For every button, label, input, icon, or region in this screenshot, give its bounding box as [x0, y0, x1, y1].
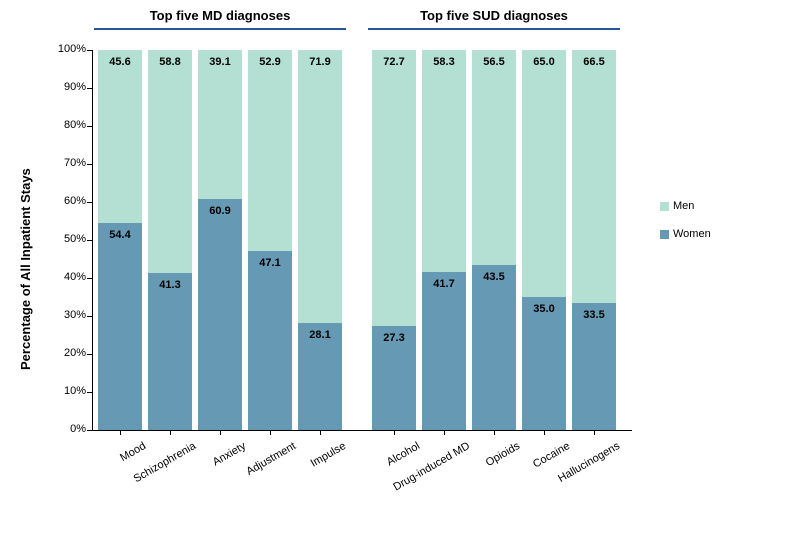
bar-segment-men: 56.5 — [472, 50, 516, 265]
bar-schizophrenia: 58.8 41.3 — [148, 50, 192, 430]
y-tick-label: 50% — [52, 233, 86, 245]
bar-value-men: 72.7 — [372, 56, 416, 68]
bar-segment-men: 65.0 — [522, 50, 566, 297]
bar-value-women: 43.5 — [472, 271, 516, 283]
bar-segment-men: 58.3 — [422, 50, 466, 272]
legend: Men Women — [660, 200, 711, 256]
y-tick-label: 90% — [52, 81, 86, 93]
bar-segment-women: 27.3 — [372, 326, 416, 430]
x-tick-mark — [544, 430, 545, 435]
bar-segment-women: 33.5 — [572, 303, 616, 430]
bar-value-women: 54.4 — [98, 229, 142, 241]
legend-label: Women — [673, 228, 711, 240]
group-title: Top five SUD diagnoses — [372, 8, 616, 23]
legend-swatch — [660, 202, 669, 211]
x-axis-line — [92, 430, 632, 431]
y-tick-label: 0% — [52, 423, 86, 435]
legend-item-men: Men — [660, 200, 711, 212]
x-tick-mark — [170, 430, 171, 435]
y-tick-label: 60% — [52, 195, 86, 207]
bar-value-men: 58.8 — [148, 56, 192, 68]
bar-value-women: 41.3 — [148, 279, 192, 291]
x-tick-mark — [394, 430, 395, 435]
group-rule — [368, 28, 620, 30]
bar-value-women: 60.9 — [198, 205, 242, 217]
bar-impulse: 71.9 28.1 — [298, 50, 342, 430]
bar-segment-men: 45.6 — [98, 50, 142, 223]
bar-segment-men: 66.5 — [572, 50, 616, 303]
y-tick-label: 40% — [52, 271, 86, 283]
bar-mood: 45.6 54.4 — [98, 50, 142, 430]
y-tick-label: 20% — [52, 347, 86, 359]
bar-value-women: 33.5 — [572, 309, 616, 321]
bar-alcohol: 72.7 27.3 — [372, 50, 416, 430]
plot-area: 45.6 54.4 58.8 41.3 39.1 60.9 52.9 47.1 71.9 28.1… — [92, 50, 632, 430]
stacked-bar-chart: Top five MD diagnoses Top five SUD diagno… — [0, 0, 791, 558]
bar-segment-women: 41.3 — [148, 273, 192, 430]
bar-segment-women: 35.0 — [522, 297, 566, 430]
y-tick-label: 80% — [52, 119, 86, 131]
bar-segment-women: 43.5 — [472, 265, 516, 430]
y-axis-line — [92, 50, 93, 430]
bar-value-men: 52.9 — [248, 56, 292, 68]
x-tick-mark — [444, 430, 445, 435]
x-tick-mark — [320, 430, 321, 435]
bar-value-men: 45.6 — [98, 56, 142, 68]
bar-segment-women: 28.1 — [298, 323, 342, 430]
bar-segment-women: 41.7 — [422, 272, 466, 430]
x-tick-mark — [594, 430, 595, 435]
bar-value-men: 66.5 — [572, 56, 616, 68]
legend-swatch — [660, 230, 669, 239]
bar-segment-men: 58.8 — [148, 50, 192, 273]
bar-value-women: 35.0 — [522, 303, 566, 315]
x-tick-mark — [220, 430, 221, 435]
y-tick-label: 70% — [52, 157, 86, 169]
x-tick-mark — [120, 430, 121, 435]
bar-segment-men: 39.1 — [198, 50, 242, 199]
bar-value-men: 56.5 — [472, 56, 516, 68]
bar-segment-women: 54.4 — [98, 223, 142, 430]
bar-segment-men: 72.7 — [372, 50, 416, 326]
bar-segment-men: 71.9 — [298, 50, 342, 323]
y-tick-label: 100% — [52, 43, 86, 55]
bar-value-women: 28.1 — [298, 329, 342, 341]
group-title: Top five MD diagnoses — [98, 8, 342, 23]
legend-item-women: Women — [660, 228, 711, 240]
bar-value-women: 27.3 — [372, 332, 416, 344]
bar-drug-induced-md: 58.3 41.7 — [422, 50, 466, 430]
bar-opioids: 56.5 43.5 — [472, 50, 516, 430]
bar-hallucinogens: 66.5 33.5 — [572, 50, 616, 430]
bar-segment-men: 52.9 — [248, 50, 292, 251]
y-axis-label: Percentage of All Inpatient Stays — [18, 168, 33, 370]
legend-label: Men — [673, 200, 694, 212]
y-tick-label: 30% — [52, 309, 86, 321]
x-tick-mark — [494, 430, 495, 435]
bar-value-men: 39.1 — [198, 56, 242, 68]
bar-anxiety: 39.1 60.9 — [198, 50, 242, 430]
group-rule — [94, 28, 346, 30]
x-tick-mark — [270, 430, 271, 435]
bar-value-men: 65.0 — [522, 56, 566, 68]
bar-value-men: 71.9 — [298, 56, 342, 68]
bar-cocaine: 65.0 35.0 — [522, 50, 566, 430]
bar-value-women: 41.7 — [422, 278, 466, 290]
bar-segment-women: 60.9 — [198, 199, 242, 430]
bar-value-men: 58.3 — [422, 56, 466, 68]
bar-value-women: 47.1 — [248, 257, 292, 269]
y-tick-label: 10% — [52, 385, 86, 397]
bar-adjustment: 52.9 47.1 — [248, 50, 292, 430]
bar-segment-women: 47.1 — [248, 251, 292, 430]
